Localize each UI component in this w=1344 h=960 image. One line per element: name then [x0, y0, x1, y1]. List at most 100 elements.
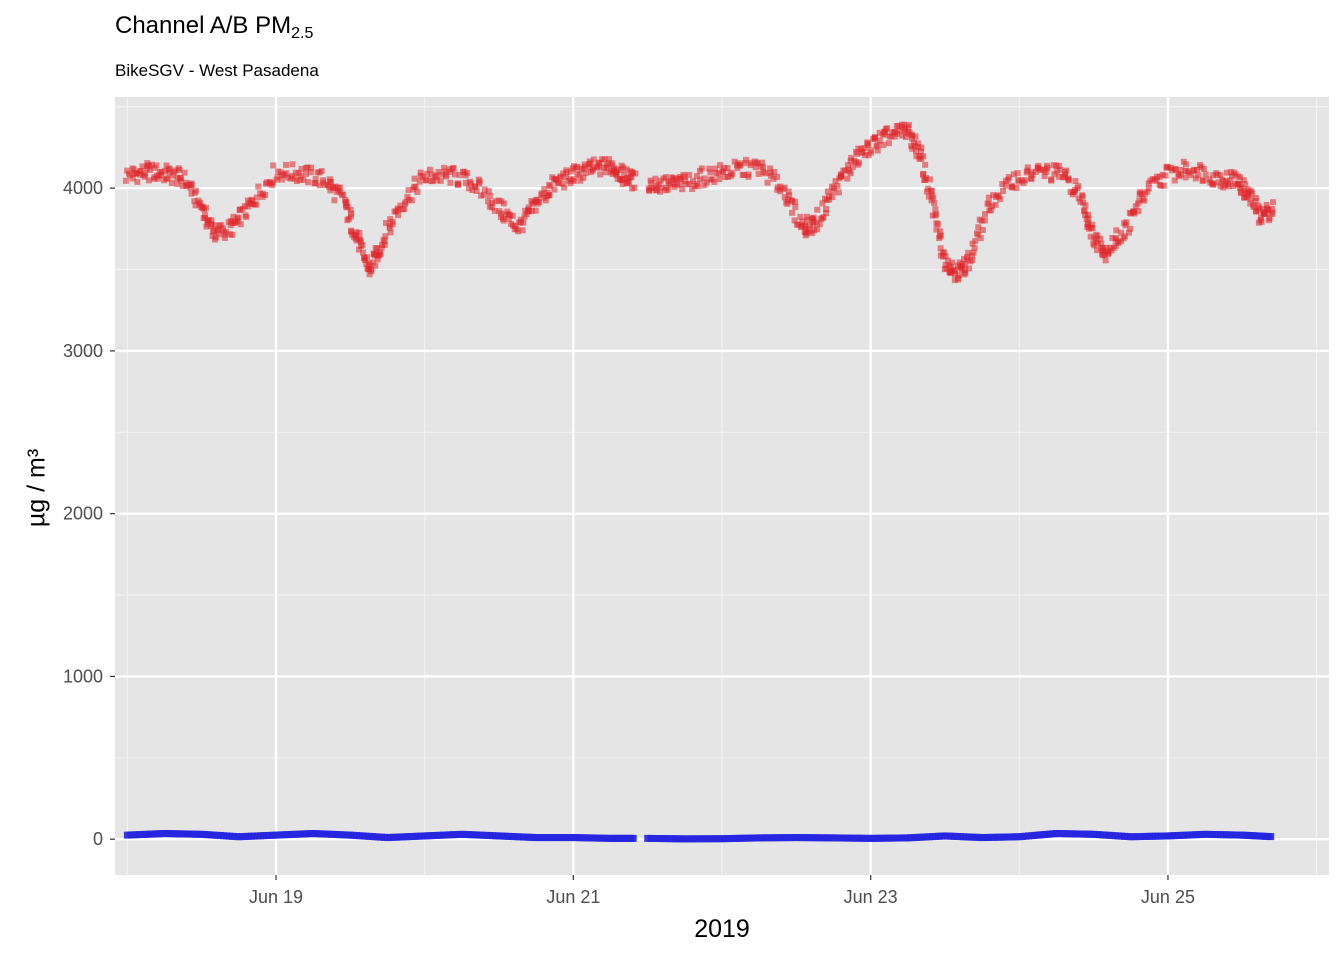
series-a-point	[1202, 171, 1209, 178]
series-a-point	[283, 161, 290, 168]
series-a-point	[320, 177, 327, 184]
series-a-point	[844, 162, 851, 169]
y-tick-label: 1000	[63, 666, 103, 686]
series-a-point	[412, 183, 419, 190]
series-a-point	[327, 178, 334, 185]
series-a-point	[192, 202, 199, 209]
series-a-point	[512, 222, 519, 229]
series-a-point	[351, 231, 358, 238]
series-a-point	[500, 217, 507, 224]
series-a-point	[848, 154, 855, 161]
series-a-point	[830, 188, 837, 195]
series-a-point	[1270, 199, 1277, 206]
series-a-point	[894, 130, 901, 137]
series-a-point	[988, 207, 995, 214]
series-a-point	[262, 191, 269, 198]
series-a-point	[316, 182, 323, 189]
series-a-point	[885, 140, 892, 147]
series-a-point	[1240, 177, 1247, 184]
series-a-point	[1263, 201, 1270, 208]
series-a-point	[130, 166, 137, 173]
series-a-point	[792, 198, 799, 205]
series-a-point	[237, 221, 244, 228]
series-a-point	[204, 217, 211, 224]
series-a-point	[1229, 173, 1236, 180]
series-a-point	[1032, 168, 1039, 175]
series-a-point	[374, 256, 381, 263]
series-a-point	[1238, 184, 1245, 191]
series-a-point	[212, 234, 219, 241]
series-a-point	[797, 224, 804, 231]
series-a-point	[981, 217, 988, 224]
series-a-point	[975, 231, 982, 238]
series-a-point	[816, 221, 823, 228]
series-a-point	[922, 161, 929, 168]
series-a-point	[862, 152, 869, 159]
series-a-point	[1024, 167, 1031, 174]
series-a-point	[693, 173, 700, 180]
series-a-point	[754, 160, 761, 167]
series-a-point	[464, 170, 471, 177]
series-a-point	[992, 201, 999, 208]
chart-title-main: Channel A/B PM	[115, 12, 292, 39]
series-a-point	[1168, 164, 1175, 171]
series-a-point	[525, 208, 532, 215]
series-a-point	[472, 183, 479, 190]
series-a-point	[972, 237, 979, 244]
series-a-point	[619, 176, 626, 183]
series-a-point	[742, 156, 749, 163]
series-a-point	[1048, 177, 1055, 184]
series-a-point	[498, 210, 505, 217]
series-a-point	[168, 179, 175, 186]
series-a-point	[546, 192, 553, 199]
series-a-point	[133, 170, 140, 177]
series-a-point	[717, 162, 724, 169]
series-a-point	[1247, 200, 1254, 207]
series-a-point	[1041, 173, 1048, 180]
series-a-point	[841, 167, 848, 174]
series-a-point	[1100, 247, 1107, 254]
series-a-point	[1057, 166, 1064, 173]
series-a-point	[520, 219, 527, 226]
series-a-point	[602, 169, 609, 176]
series-a-point	[176, 166, 183, 173]
series-a-point	[229, 231, 236, 238]
series-a-point	[937, 228, 944, 235]
series-a-point	[912, 148, 919, 155]
series-a-point	[605, 160, 612, 167]
series-a-point	[395, 206, 402, 213]
series-a-point	[1016, 178, 1023, 185]
x-tick-label: Jun 19	[249, 887, 303, 907]
series-a-point	[928, 187, 935, 194]
series-a-point	[1123, 219, 1130, 226]
series-a-point	[933, 226, 940, 233]
series-a-point	[819, 200, 826, 207]
series-a-point	[850, 163, 857, 170]
series-a-point	[789, 209, 796, 216]
series-a-point	[485, 198, 492, 205]
series-a-point	[724, 165, 731, 172]
series-a-point	[830, 184, 837, 191]
series-a-point	[489, 200, 496, 207]
series-a-point	[979, 227, 986, 234]
chart-title: Channel A/B PM2.5	[115, 12, 313, 43]
series-a-point	[932, 206, 939, 213]
series-a-point	[910, 139, 917, 146]
series-a-point	[183, 179, 190, 186]
series-a-point	[703, 179, 710, 186]
series-a-point	[580, 174, 587, 181]
series-a-point	[424, 170, 431, 177]
series-a-point	[1024, 164, 1031, 171]
series-a-point	[318, 168, 325, 175]
series-a-point	[380, 236, 387, 243]
series-a-point	[249, 197, 256, 204]
series-a-point	[884, 125, 891, 132]
series-a-point	[488, 204, 495, 211]
series-a-point	[915, 144, 922, 151]
series-a-point	[943, 265, 950, 272]
series-a-point	[1081, 208, 1088, 215]
series-a-point	[1200, 165, 1207, 172]
series-a-point	[922, 176, 929, 183]
series-a-point	[1022, 177, 1029, 184]
series-a-point	[203, 204, 210, 211]
